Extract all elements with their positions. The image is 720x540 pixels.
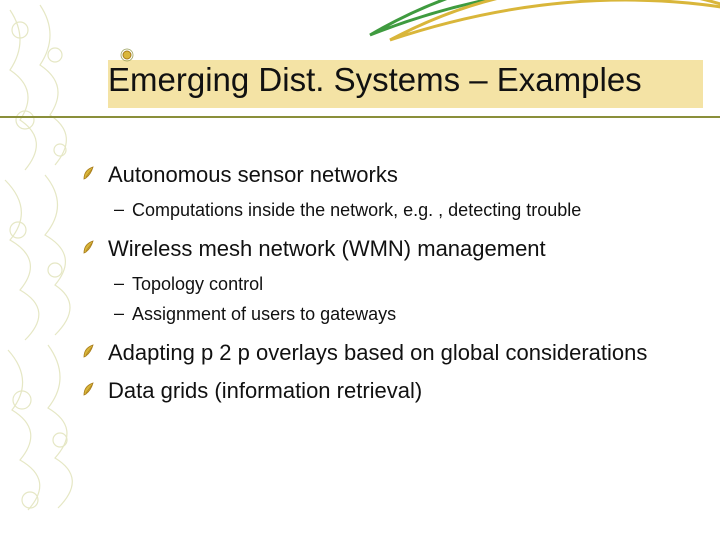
leaf-bullet-icon xyxy=(80,342,100,360)
list-item: Autonomous sensor networks xyxy=(80,160,680,190)
leaf-bullet-icon xyxy=(80,164,100,182)
leaf-bullet-icon xyxy=(80,380,100,398)
list-item-text: Autonomous sensor networks xyxy=(108,160,398,190)
list-item-text: Adapting p 2 p overlays based on global … xyxy=(108,338,647,368)
sub-item: – Assignment of users to gateways xyxy=(114,302,680,326)
title-ornament-icon xyxy=(120,48,134,62)
list-item-text: Wireless mesh network (WMN) management xyxy=(108,234,546,264)
sub-item-text: Topology control xyxy=(132,272,263,296)
title-area: Emerging Dist. Systems – Examples xyxy=(0,60,720,100)
list-item: Wireless mesh network (WMN) management xyxy=(80,234,680,264)
slide-title: Emerging Dist. Systems – Examples xyxy=(108,60,700,100)
leaf-bullet-icon xyxy=(80,238,100,256)
content-area: Autonomous sensor networks – Computation… xyxy=(80,160,680,414)
sub-item-text: Assignment of users to gateways xyxy=(132,302,396,326)
sub-item: – Topology control xyxy=(114,272,680,296)
dash-bullet-icon: – xyxy=(114,198,132,221)
sub-item-text: Computations inside the network, e.g. , … xyxy=(132,198,581,222)
title-underline xyxy=(0,116,720,118)
dash-bullet-icon: – xyxy=(114,302,132,325)
list-item: Data grids (information retrieval) xyxy=(80,376,680,406)
sub-item: – Computations inside the network, e.g. … xyxy=(114,198,680,222)
dash-bullet-icon: – xyxy=(114,272,132,295)
list-item: Adapting p 2 p overlays based on global … xyxy=(80,338,680,368)
list-item-text: Data grids (information retrieval) xyxy=(108,376,422,406)
